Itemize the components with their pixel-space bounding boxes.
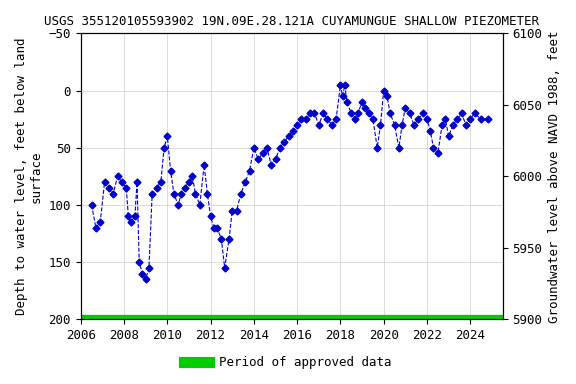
Legend: Period of approved data: Period of approved data — [179, 351, 397, 374]
Title: USGS 355120105593902 19N.09E.28.121A CUYAMUNGUE SHALLOW PIEZOMETER: USGS 355120105593902 19N.09E.28.121A CUY… — [44, 15, 539, 28]
Y-axis label: Groundwater level above NAVD 1988, feet: Groundwater level above NAVD 1988, feet — [548, 30, 561, 323]
Y-axis label: Depth to water level, feet below land
surface: Depth to water level, feet below land su… — [15, 38, 43, 315]
